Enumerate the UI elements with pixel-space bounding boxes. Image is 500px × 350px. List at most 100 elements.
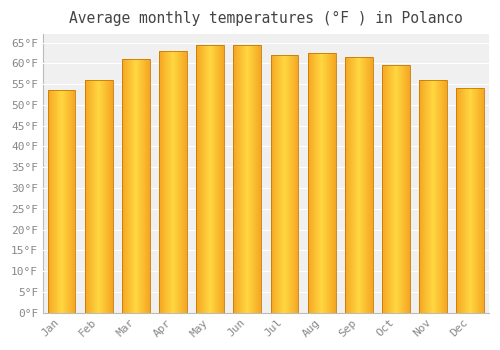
Bar	[404, 65, 405, 313]
Bar	[346, 57, 347, 313]
Bar	[94, 80, 95, 313]
Bar	[365, 57, 366, 313]
Bar	[382, 65, 410, 313]
Bar	[98, 80, 100, 313]
Bar	[61, 90, 62, 313]
Bar	[360, 57, 361, 313]
Bar	[70, 90, 72, 313]
Bar	[284, 55, 285, 313]
Bar	[277, 55, 278, 313]
Bar	[211, 45, 212, 313]
Bar	[270, 55, 272, 313]
Bar	[126, 59, 127, 313]
Bar	[132, 59, 133, 313]
Bar	[327, 53, 328, 313]
Bar	[53, 90, 54, 313]
Bar	[148, 59, 149, 313]
Bar	[296, 55, 297, 313]
Bar	[162, 51, 164, 313]
Bar	[143, 59, 144, 313]
Bar	[433, 80, 434, 313]
Bar	[54, 90, 56, 313]
Bar	[69, 90, 70, 313]
Bar	[309, 53, 310, 313]
Bar	[161, 51, 162, 313]
Bar	[197, 45, 198, 313]
Bar	[208, 45, 209, 313]
Bar	[89, 80, 90, 313]
Bar	[51, 90, 52, 313]
Bar	[402, 65, 403, 313]
Bar	[239, 45, 240, 313]
Bar	[422, 80, 424, 313]
Bar	[316, 53, 317, 313]
Bar	[200, 45, 201, 313]
Bar	[214, 45, 215, 313]
Bar	[107, 80, 108, 313]
Bar	[218, 45, 219, 313]
Bar	[110, 80, 112, 313]
Bar	[93, 80, 94, 313]
Bar	[459, 88, 460, 313]
Bar	[430, 80, 431, 313]
Bar	[407, 65, 408, 313]
Bar	[241, 45, 242, 313]
Bar	[330, 53, 332, 313]
Bar	[419, 80, 420, 313]
Bar	[389, 65, 390, 313]
Bar	[356, 57, 358, 313]
Bar	[310, 53, 311, 313]
Bar	[466, 88, 467, 313]
Bar	[441, 80, 442, 313]
Bar	[444, 80, 445, 313]
Bar	[258, 45, 259, 313]
Bar	[347, 57, 348, 313]
Bar	[144, 59, 145, 313]
Bar	[102, 80, 103, 313]
Bar	[293, 55, 294, 313]
Bar	[442, 80, 443, 313]
Bar	[145, 59, 146, 313]
Bar	[473, 88, 474, 313]
Bar	[256, 45, 257, 313]
Bar	[364, 57, 365, 313]
Bar	[334, 53, 335, 313]
Bar	[382, 65, 383, 313]
Bar	[168, 51, 169, 313]
Bar	[358, 57, 359, 313]
Bar	[393, 65, 394, 313]
Bar	[58, 90, 59, 313]
Bar	[196, 45, 197, 313]
Bar	[142, 59, 143, 313]
Bar	[322, 53, 323, 313]
Bar	[166, 51, 167, 313]
Bar	[467, 88, 468, 313]
Bar	[482, 88, 483, 313]
Bar	[172, 51, 173, 313]
Bar	[105, 80, 106, 313]
Bar	[275, 55, 276, 313]
Bar	[100, 80, 101, 313]
Bar	[443, 80, 444, 313]
Bar	[136, 59, 138, 313]
Bar	[312, 53, 314, 313]
Bar	[185, 51, 186, 313]
Bar	[174, 51, 175, 313]
Bar	[92, 80, 93, 313]
Bar	[282, 55, 283, 313]
Bar	[129, 59, 130, 313]
Bar	[219, 45, 220, 313]
Bar	[196, 45, 224, 313]
Bar	[292, 55, 293, 313]
Bar	[323, 53, 324, 313]
Bar	[276, 55, 277, 313]
Bar	[56, 90, 58, 313]
Bar	[235, 45, 236, 313]
Bar	[446, 80, 447, 313]
Bar	[146, 59, 147, 313]
Bar	[85, 80, 86, 313]
Bar	[91, 80, 92, 313]
Bar	[237, 45, 238, 313]
Bar	[390, 65, 391, 313]
Bar	[367, 57, 368, 313]
